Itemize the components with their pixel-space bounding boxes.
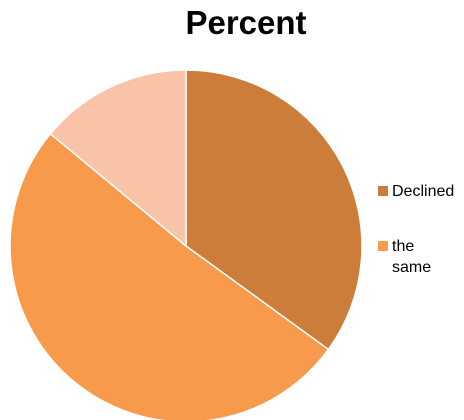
- pie-slice-unlabeled: [49, 69, 187, 248]
- legend-label-declined: Declined: [392, 183, 455, 200]
- pie-slice-the-same: [9, 132, 330, 420]
- pie-slice-declined: [185, 69, 363, 351]
- legend-label-the-same-line2: same: [392, 259, 432, 276]
- legend-swatch-declined: [378, 186, 388, 196]
- chart-title: Percent: [185, 4, 307, 41]
- legend-swatch-the-same: [378, 241, 388, 251]
- legend-item-the-same: the same: [378, 236, 464, 282]
- legend-item-declined: Declined: [378, 181, 464, 203]
- legend-label-the-same-line1: the: [392, 238, 415, 255]
